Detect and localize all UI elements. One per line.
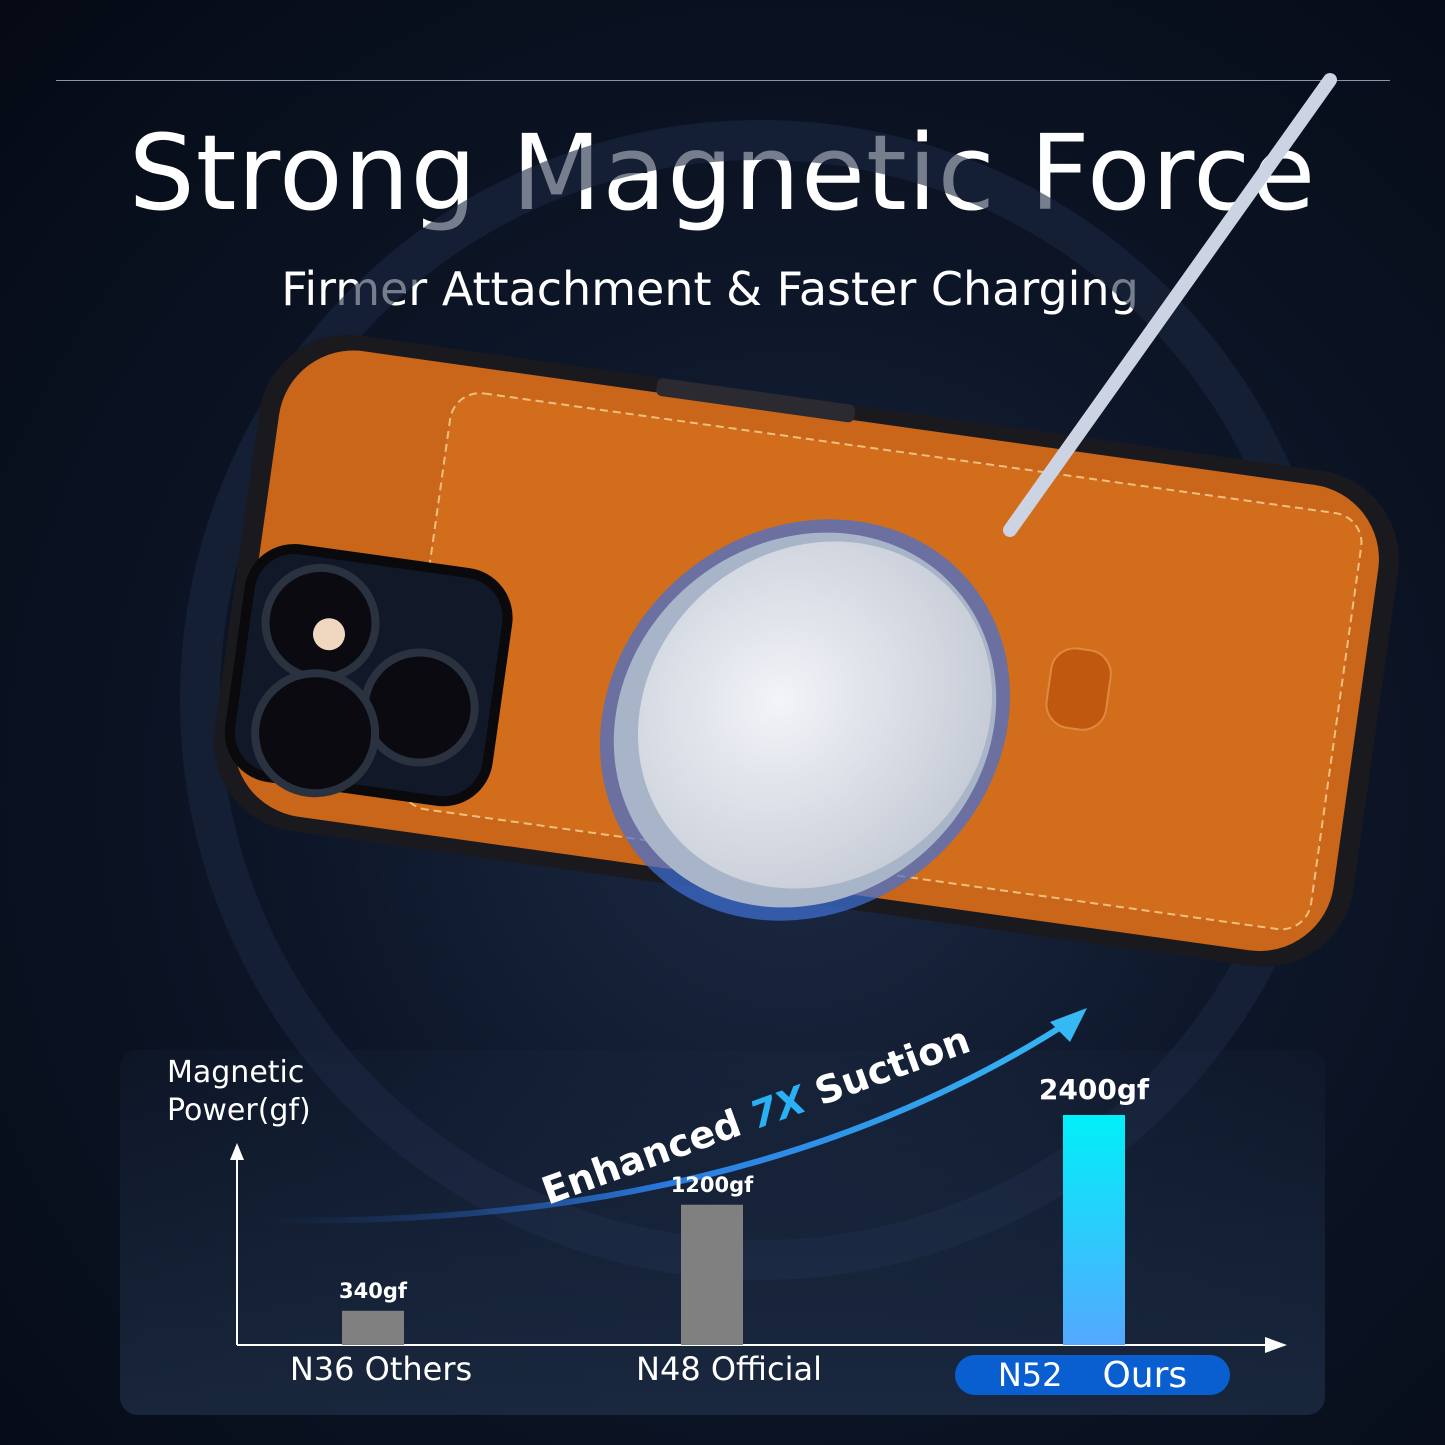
category-name: Ours <box>1102 1354 1188 1396</box>
bar <box>342 1310 404 1345</box>
bar-data-label: 2400gf <box>1038 1073 1150 1106</box>
bar-data-label: 1200gf <box>670 1172 754 1197</box>
category-label-ours: N52 Ours <box>955 1354 1230 1396</box>
x-axis-arrow <box>1265 1337 1287 1353</box>
bar <box>681 1204 743 1345</box>
category-label: N36 Others <box>289 1350 473 1388</box>
category-grade: N52 <box>997 1356 1063 1394</box>
y-axis-label-line1: Magnetic <box>167 1055 305 1090</box>
y-axis-label-line2: Power(gf) <box>167 1093 311 1128</box>
y-axis-arrow <box>230 1143 244 1160</box>
magsafe-charger <box>599 73 1337 921</box>
bar-data-label: 340gf <box>338 1278 408 1303</box>
growth-arrow <box>259 1015 1077 1224</box>
y-axis-label: Magnetic Power(gf) <box>167 1054 311 1130</box>
bar <box>1063 1115 1125 1345</box>
growth-arrowhead <box>1050 1008 1087 1042</box>
top-divider <box>56 80 1390 81</box>
category-label: N48 Official <box>636 1350 822 1388</box>
growth-text: Enhanced 7X Suction <box>536 1018 976 1214</box>
